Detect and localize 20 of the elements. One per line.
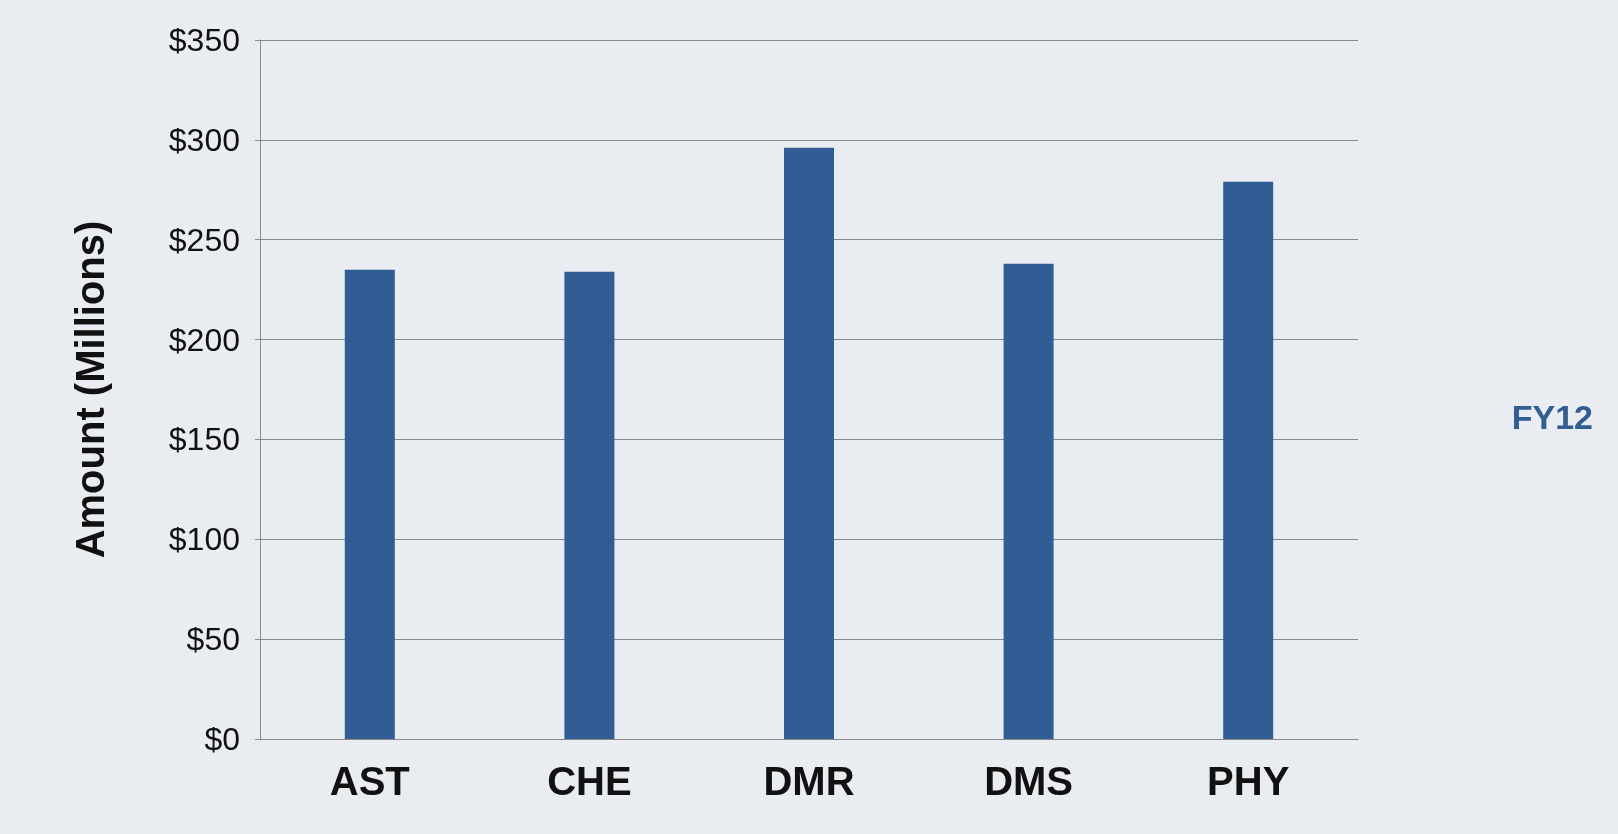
bar (564, 271, 615, 739)
bar (1003, 263, 1054, 739)
x-tick-label: AST (329, 759, 410, 803)
y-tick-label: $350 (168, 22, 240, 58)
x-tick-label: PHY (1207, 759, 1290, 803)
text: FY12 (1511, 398, 1593, 436)
y-axis-title: Amount (Millions) (68, 220, 112, 559)
bar (784, 147, 834, 739)
y-tick-label: $300 (168, 121, 240, 158)
x-tick-label: DMS (984, 759, 1074, 803)
bar (344, 269, 395, 739)
y-tick-label: $100 (168, 521, 240, 558)
y-tick-label: $50 (186, 621, 240, 658)
y-tick-label: $250 (168, 221, 240, 258)
bar (1223, 181, 1274, 739)
y-tick-label: $0 (204, 721, 240, 757)
x-tick-label: DMR (763, 759, 855, 803)
y-tick-label: $150 (168, 421, 240, 458)
y-tick-label: $200 (168, 321, 240, 358)
x-tick-label: CHE (547, 759, 632, 803)
